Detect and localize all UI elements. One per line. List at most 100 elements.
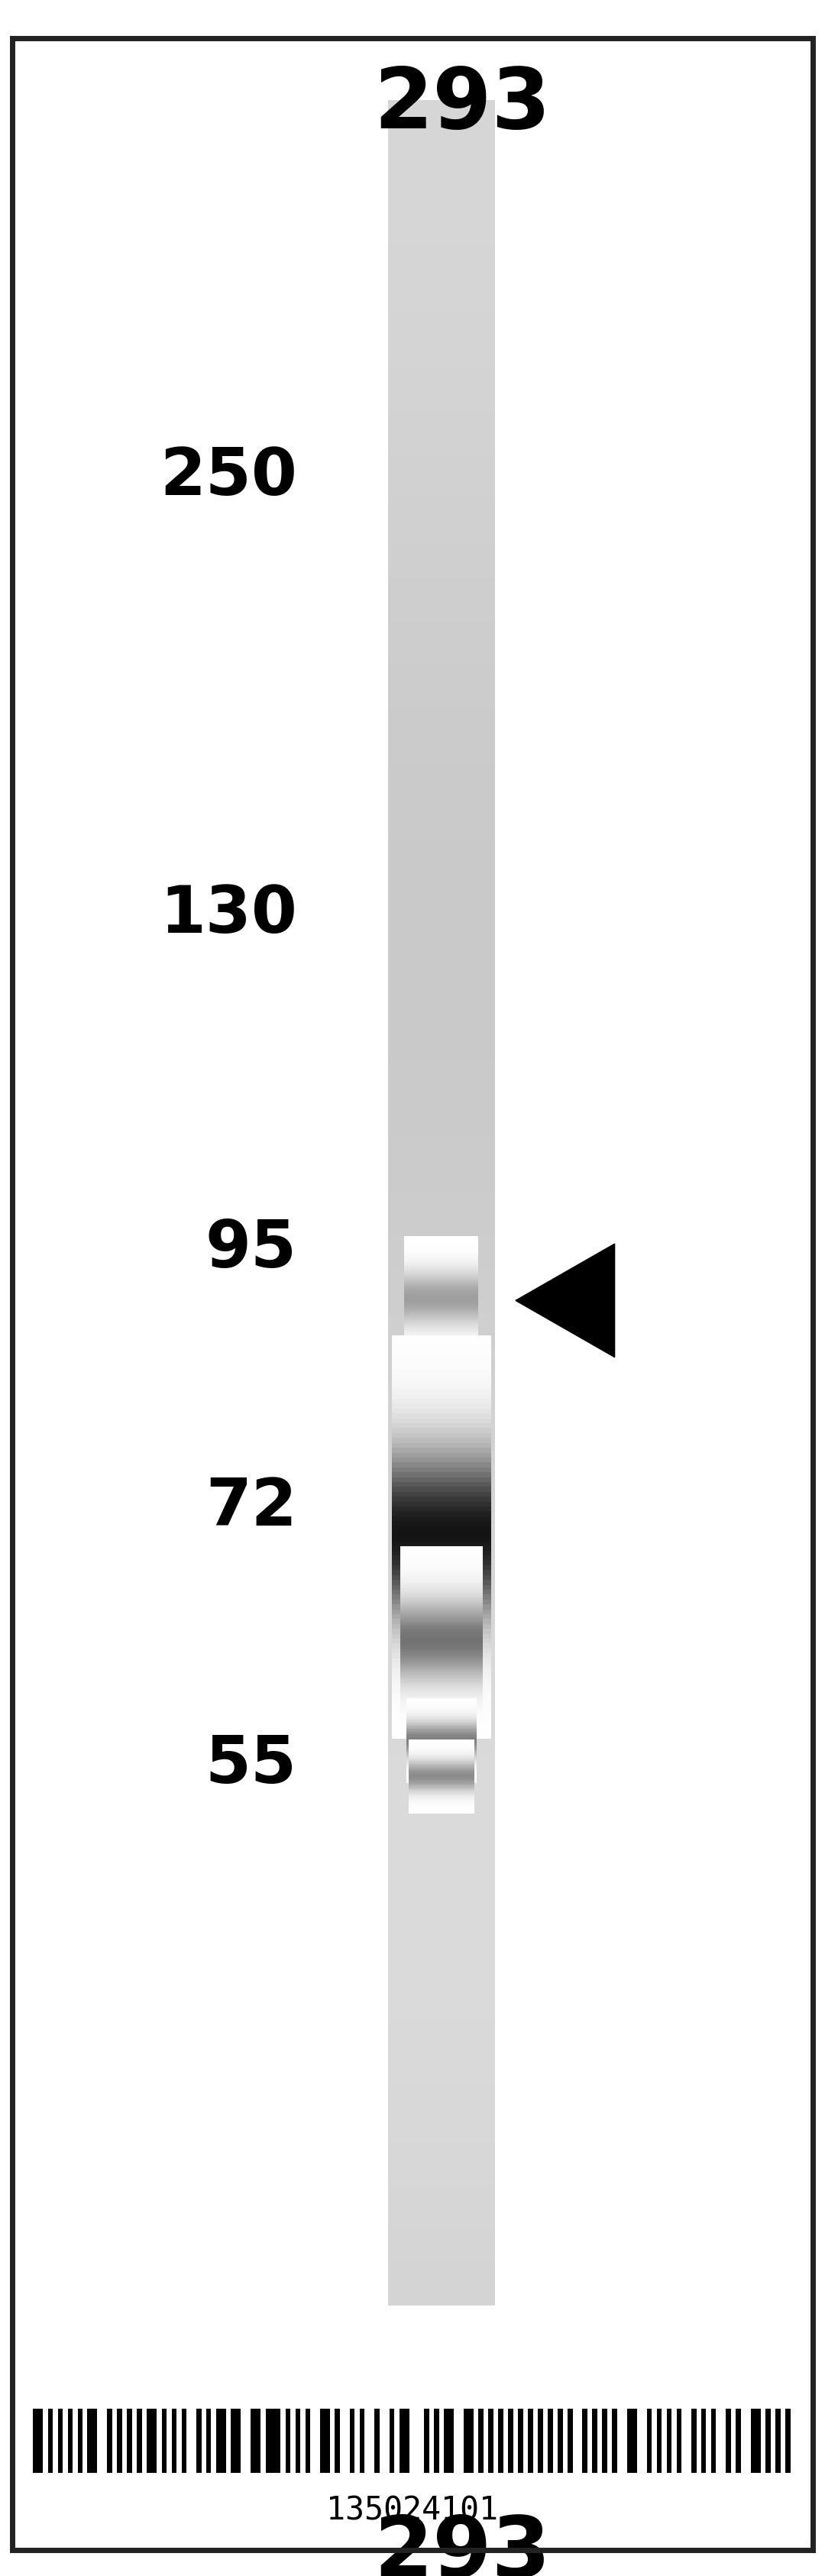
Bar xyxy=(408,1741,474,1744)
Bar xyxy=(388,232,495,247)
Bar xyxy=(400,1613,483,1623)
Bar xyxy=(392,1649,491,1667)
Bar xyxy=(404,1249,478,1255)
Bar xyxy=(647,2409,652,2473)
Bar xyxy=(388,1829,495,1842)
Bar xyxy=(392,1571,491,1587)
Bar xyxy=(404,1309,478,1314)
Bar xyxy=(388,366,495,379)
Bar xyxy=(404,1321,478,1329)
Bar xyxy=(400,1631,483,1638)
Bar xyxy=(400,1636,483,1646)
Bar xyxy=(400,1669,483,1677)
Bar xyxy=(404,1273,478,1278)
Bar xyxy=(388,1412,495,1425)
Bar xyxy=(408,1759,474,1762)
Bar xyxy=(508,2409,513,2473)
Bar xyxy=(388,198,495,214)
Bar xyxy=(388,1005,495,1018)
Bar xyxy=(407,1718,477,1721)
Bar xyxy=(388,2159,495,2174)
Bar xyxy=(404,1285,478,1291)
Bar xyxy=(388,2192,495,2208)
Bar xyxy=(388,762,495,775)
Bar xyxy=(388,1852,495,1865)
Bar xyxy=(407,1757,477,1762)
Bar xyxy=(392,1692,491,1710)
Bar xyxy=(388,595,495,611)
Bar xyxy=(388,124,495,137)
Bar xyxy=(78,2409,82,2473)
Bar xyxy=(408,1808,474,1811)
Bar xyxy=(388,1146,495,1159)
Bar xyxy=(400,1620,483,1628)
Bar xyxy=(388,1510,495,1522)
Bar xyxy=(388,1103,495,1115)
Bar xyxy=(407,1747,477,1749)
Bar xyxy=(408,1767,474,1770)
Bar xyxy=(408,1803,474,1806)
Bar xyxy=(392,1628,491,1646)
Bar xyxy=(407,1762,477,1765)
Bar xyxy=(407,1752,477,1754)
Bar xyxy=(388,1674,495,1690)
Bar xyxy=(388,1973,495,1986)
Bar xyxy=(407,1749,477,1754)
Bar xyxy=(388,1015,495,1028)
Bar xyxy=(407,1731,477,1734)
Bar xyxy=(400,1687,483,1695)
Bar xyxy=(407,1728,477,1734)
Bar xyxy=(407,1777,477,1780)
Bar xyxy=(392,1687,491,1705)
Bar xyxy=(388,2182,495,2195)
Bar xyxy=(407,1741,477,1744)
Bar xyxy=(388,1795,495,1811)
Bar xyxy=(408,1757,474,1759)
Bar xyxy=(408,1762,474,1767)
Bar xyxy=(400,1546,483,1553)
Bar xyxy=(408,1744,474,1749)
Bar xyxy=(400,1726,483,1734)
Bar xyxy=(400,1654,483,1662)
Bar xyxy=(392,1600,491,1618)
Bar xyxy=(407,1726,477,1728)
Bar xyxy=(404,1293,478,1298)
Bar xyxy=(388,1224,495,1236)
Bar xyxy=(407,1762,477,1765)
Bar xyxy=(388,652,495,665)
Bar xyxy=(392,1430,491,1445)
Bar xyxy=(388,2115,495,2130)
Bar xyxy=(400,1595,483,1602)
Bar xyxy=(388,134,495,147)
Bar xyxy=(388,1466,495,1479)
Bar xyxy=(388,2215,495,2228)
Bar xyxy=(388,1311,495,1327)
Bar xyxy=(400,1566,483,1574)
Bar xyxy=(388,2017,495,2030)
Bar xyxy=(295,2409,300,2473)
Bar xyxy=(388,1819,495,1832)
Bar xyxy=(388,1291,495,1303)
Text: 135024101: 135024101 xyxy=(327,2494,498,2524)
Bar xyxy=(404,1278,478,1283)
Bar xyxy=(408,1793,474,1795)
Bar xyxy=(404,1296,478,1301)
Bar xyxy=(392,1530,491,1548)
Bar xyxy=(388,739,495,752)
Bar xyxy=(785,2409,790,2473)
Bar xyxy=(388,541,495,554)
Bar xyxy=(400,1677,483,1685)
Bar xyxy=(408,1788,474,1790)
Bar xyxy=(408,1744,474,1747)
Bar xyxy=(404,1321,478,1327)
Bar xyxy=(172,2409,177,2473)
Bar xyxy=(392,1394,491,1412)
Bar xyxy=(444,2409,454,2473)
Bar xyxy=(335,2409,340,2473)
Bar xyxy=(408,1741,474,1744)
Bar xyxy=(400,1571,483,1579)
Bar xyxy=(400,1553,483,1561)
Bar xyxy=(404,1345,478,1350)
Bar xyxy=(676,2409,681,2473)
Bar xyxy=(404,1236,478,1244)
